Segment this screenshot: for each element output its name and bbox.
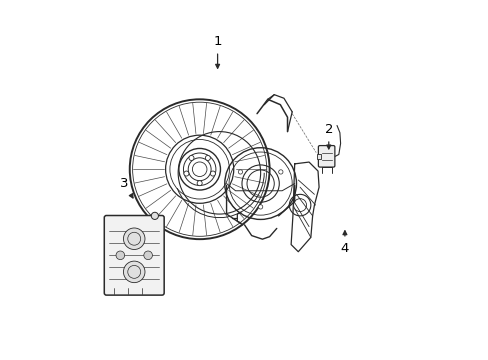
Bar [316, 153, 320, 159]
Text: 4: 4 [340, 231, 348, 255]
Circle shape [197, 181, 202, 186]
Circle shape [210, 171, 215, 176]
Circle shape [188, 156, 194, 161]
Circle shape [278, 170, 283, 174]
Circle shape [123, 228, 144, 249]
Circle shape [151, 212, 158, 220]
FancyBboxPatch shape [104, 216, 164, 295]
Circle shape [116, 251, 124, 260]
Circle shape [123, 261, 144, 283]
Text: 2: 2 [324, 123, 332, 149]
Text: 1: 1 [213, 35, 222, 68]
Circle shape [183, 171, 188, 176]
Circle shape [143, 251, 152, 260]
FancyBboxPatch shape [318, 145, 334, 167]
Circle shape [205, 156, 210, 161]
Circle shape [238, 170, 242, 174]
Text: 3: 3 [120, 177, 133, 198]
Circle shape [258, 205, 262, 209]
